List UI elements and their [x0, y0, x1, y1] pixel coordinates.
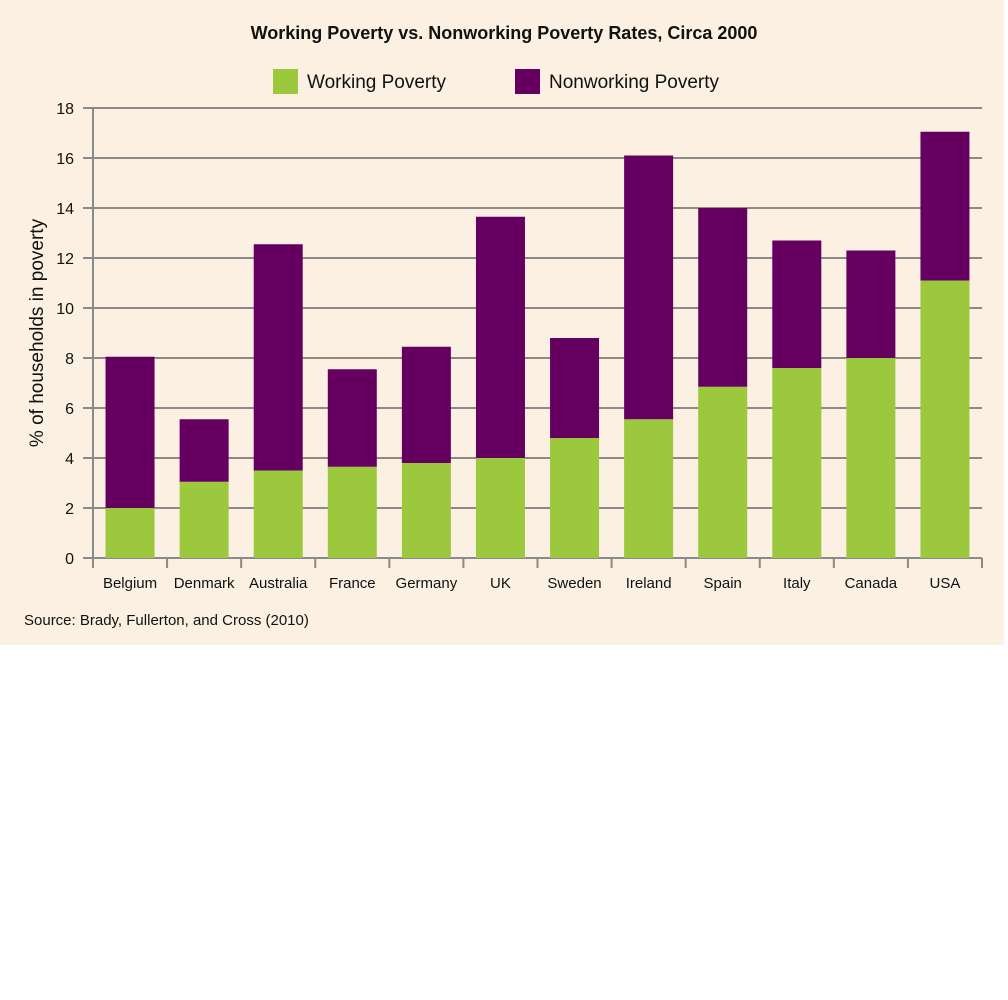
x-tick-label: Ireland — [626, 575, 672, 592]
bar-working-canada — [846, 358, 896, 558]
bar-working-sweden — [550, 438, 600, 558]
x-tick-label: Belgium — [103, 575, 157, 592]
x-tick-label: USA — [930, 575, 961, 592]
bar-working-belgium — [105, 508, 155, 558]
chart-title: Working Poverty vs. Nonworking Poverty R… — [251, 23, 758, 43]
y-tick-label: 4 — [65, 451, 74, 468]
x-tick-label: Canada — [845, 575, 898, 592]
legend-label-nonworking: Nonworking Poverty — [549, 72, 720, 93]
y-tick-label: 16 — [56, 151, 74, 168]
x-tick-label: Sweden — [547, 575, 601, 592]
bar-nonworking-denmark — [179, 419, 229, 482]
x-tick-label: Spain — [704, 575, 742, 592]
bar-nonworking-ireland — [624, 155, 674, 420]
y-tick-label: 12 — [56, 251, 74, 268]
x-tick-label: Australia — [249, 575, 308, 592]
y-tick-label: 2 — [65, 501, 74, 518]
y-tick-label: 0 — [65, 551, 74, 568]
bar-nonworking-uk — [475, 216, 525, 458]
bar-nonworking-france — [327, 369, 377, 467]
bar-nonworking-belgium — [105, 356, 155, 508]
y-axis-label: % of households in poverty — [27, 218, 48, 447]
legend-swatch-nonworking — [515, 69, 540, 94]
bar-working-usa — [920, 280, 970, 558]
y-tick-label: 8 — [65, 351, 74, 368]
bar-working-germany — [401, 463, 451, 558]
x-tick-label: Denmark — [174, 575, 235, 592]
bar-nonworking-italy — [772, 240, 822, 368]
bar-working-australia — [253, 470, 303, 558]
y-tick-label: 6 — [65, 401, 74, 418]
bar-nonworking-sweden — [550, 338, 600, 438]
bar-nonworking-australia — [253, 244, 303, 471]
bar-working-italy — [772, 368, 822, 558]
bar-nonworking-canada — [846, 250, 896, 358]
bar-working-denmark — [179, 481, 229, 558]
bar-nonworking-germany — [401, 346, 451, 463]
legend-label-working: Working Poverty — [307, 72, 447, 93]
bar-nonworking-spain — [698, 208, 748, 387]
y-tick-label: 10 — [56, 301, 74, 318]
x-tick-label: Italy — [783, 575, 811, 592]
y-tick-label: 18 — [56, 101, 74, 118]
bar-nonworking-usa — [920, 131, 970, 281]
y-tick-label: 14 — [56, 201, 74, 218]
bar-working-france — [327, 466, 377, 558]
bar-working-ireland — [624, 419, 674, 558]
source-note: Source: Brady, Fullerton, and Cross (201… — [24, 612, 309, 629]
bar-working-spain — [698, 386, 748, 558]
x-tick-label: UK — [490, 575, 511, 592]
x-tick-label: France — [329, 575, 376, 592]
legend-swatch-working — [273, 69, 298, 94]
bar-working-uk — [475, 458, 525, 558]
x-tick-label: Germany — [396, 575, 458, 592]
